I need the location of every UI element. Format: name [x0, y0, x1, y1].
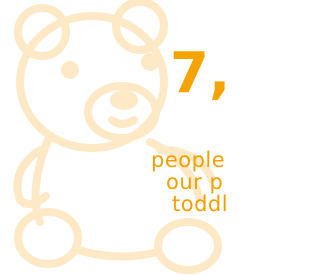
bear-bottom: [78, 250, 158, 257]
screen: 7, people our p toddl: [0, 0, 246, 275]
bear-nose: [114, 94, 134, 106]
caption-line: toddl: [172, 194, 228, 215]
bear-mouth: [112, 120, 134, 124]
bear-eye: [145, 57, 155, 67]
headline-number: 7,: [170, 46, 230, 102]
bear-foot-right: [158, 222, 218, 270]
bear-foot-left: [18, 212, 78, 264]
caption-line: people: [151, 150, 225, 171]
caption-line: our p: [166, 172, 223, 193]
bear-eye: [65, 65, 75, 75]
